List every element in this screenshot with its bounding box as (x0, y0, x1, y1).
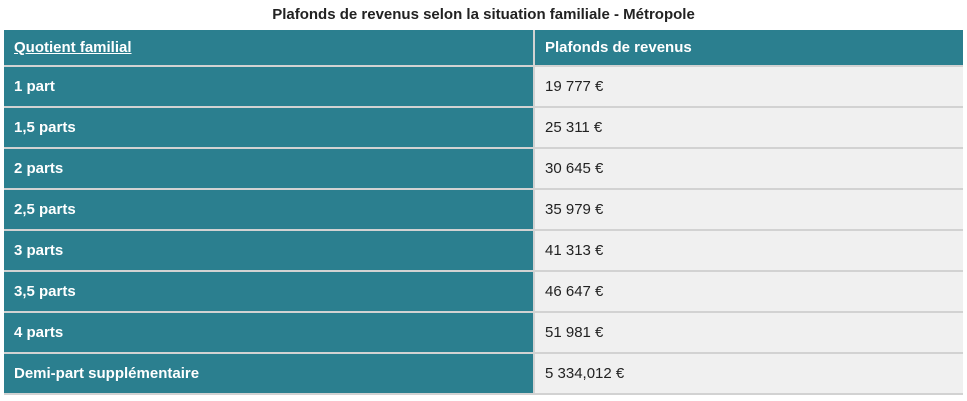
column-header-quotient[interactable]: Quotient familial (4, 30, 535, 67)
table-row: 4 parts 51 981 € (4, 313, 963, 354)
plafond-cell: 25 311 € (535, 108, 963, 149)
quotient-cell: Demi-part supplémentaire (4, 354, 535, 395)
plafond-cell: 35 979 € (535, 190, 963, 231)
table-row: 1 part 19 777 € (4, 67, 963, 108)
plafond-cell: 30 645 € (535, 149, 963, 190)
quotient-cell: 4 parts (4, 313, 535, 354)
plafond-cell: 51 981 € (535, 313, 963, 354)
table-row: Demi-part supplémentaire 5 334,012 € (4, 354, 963, 395)
plafond-cell: 5 334,012 € (535, 354, 963, 395)
table-row: 3 parts 41 313 € (4, 231, 963, 272)
table-row: 1,5 parts 25 311 € (4, 108, 963, 149)
table-header-row: Quotient familial Plafonds de revenus (4, 30, 963, 67)
column-header-quotient-link[interactable]: Quotient familial (14, 39, 132, 56)
table-row: 2,5 parts 35 979 € (4, 190, 963, 231)
table-title: Plafonds de revenus selon la situation f… (272, 6, 695, 23)
quotient-cell: 2 parts (4, 149, 535, 190)
plafond-cell: 19 777 € (535, 67, 963, 108)
quotient-cell: 2,5 parts (4, 190, 535, 231)
plafond-cell: 41 313 € (535, 231, 963, 272)
column-header-plafonds: Plafonds de revenus (535, 30, 963, 67)
quotient-cell: 3,5 parts (4, 272, 535, 313)
quotient-cell: 1 part (4, 67, 535, 108)
quotient-cell: 1,5 parts (4, 108, 535, 149)
quotient-cell: 3 parts (4, 231, 535, 272)
table-row: 2 parts 30 645 € (4, 149, 963, 190)
table-row: 3,5 parts 46 647 € (4, 272, 963, 313)
plafond-cell: 46 647 € (535, 272, 963, 313)
income-ceiling-table: Quotient familial Plafonds de revenus 1 … (4, 30, 963, 395)
